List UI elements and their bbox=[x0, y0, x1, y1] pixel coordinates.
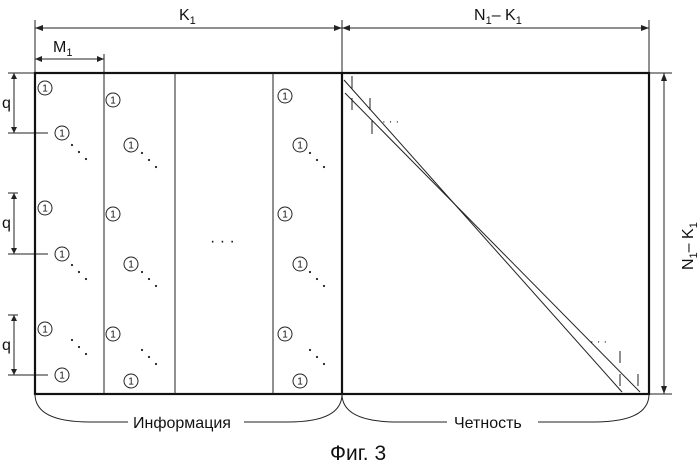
dimension-m1: M1 bbox=[35, 39, 104, 72]
bottom-braces: Информация Четность bbox=[35, 394, 649, 432]
svg-text:1: 1 bbox=[110, 330, 116, 341]
diagonal-dots: · · · bbox=[382, 116, 399, 128]
svg-text:1: 1 bbox=[59, 250, 65, 261]
svg-text:1: 1 bbox=[297, 260, 303, 271]
trail-dot bbox=[78, 271, 80, 273]
circled-one: 1 bbox=[293, 374, 307, 388]
circled-one: 1 bbox=[106, 93, 120, 107]
circled-one: 1 bbox=[124, 138, 138, 152]
svg-text:1: 1 bbox=[42, 325, 48, 336]
trail-dot bbox=[309, 152, 311, 154]
svg-text:1: 1 bbox=[42, 204, 48, 215]
q-label: q bbox=[2, 215, 11, 232]
circled-one: 1 bbox=[293, 257, 307, 271]
trail-dot bbox=[316, 159, 318, 161]
trail-dot bbox=[85, 278, 87, 280]
svg-text:1: 1 bbox=[59, 129, 65, 140]
dimension-n1-minus-k1: N1– K1 bbox=[342, 7, 649, 72]
svg-text:1: 1 bbox=[110, 96, 116, 107]
trail-dot bbox=[85, 158, 87, 160]
trail-dot bbox=[155, 363, 157, 365]
diagonal-dots: · · · bbox=[590, 336, 607, 348]
q-label: q bbox=[2, 337, 11, 354]
circled-one: 1 bbox=[278, 327, 292, 341]
q-label: q bbox=[2, 95, 11, 112]
vertical-n1-minus-k1-label: N1– K1 bbox=[680, 222, 699, 270]
trail-dot bbox=[71, 339, 73, 341]
trail-dot bbox=[148, 159, 150, 161]
trail-dot bbox=[141, 152, 143, 154]
trail-dot bbox=[71, 144, 73, 146]
circled-one: 1 bbox=[278, 207, 292, 221]
trail-dot bbox=[148, 278, 150, 280]
svg-text:1: 1 bbox=[282, 330, 288, 341]
m1-label: M1 bbox=[53, 39, 72, 59]
trail-dot bbox=[78, 346, 80, 348]
parity-label: Четность bbox=[454, 415, 522, 432]
trail-dot bbox=[141, 349, 143, 351]
trail-dot bbox=[309, 349, 311, 351]
svg-text:1: 1 bbox=[128, 141, 134, 152]
circled-one: 1 bbox=[124, 374, 138, 388]
trail-dot bbox=[316, 278, 318, 280]
circled-one: 1 bbox=[38, 81, 52, 95]
circled-one: 1 bbox=[38, 322, 52, 336]
figure-caption: Фиг. 3 bbox=[330, 442, 386, 464]
dimension-k1: K1 bbox=[35, 7, 342, 72]
k1-label: K1 bbox=[179, 7, 196, 27]
circled-one: 1 bbox=[55, 247, 69, 261]
circled-one: 1 bbox=[278, 89, 292, 103]
trail-dot bbox=[148, 356, 150, 358]
trail-dot bbox=[141, 271, 143, 273]
svg-text:1: 1 bbox=[128, 260, 134, 271]
circled-one: 1 bbox=[106, 207, 120, 221]
circled-one: 1 bbox=[38, 201, 52, 215]
svg-text:1: 1 bbox=[128, 377, 134, 388]
trail-dot bbox=[155, 285, 157, 287]
trail-dot bbox=[323, 285, 325, 287]
matrix-frame bbox=[35, 73, 649, 394]
trail-dot bbox=[309, 271, 311, 273]
svg-text:1: 1 bbox=[42, 84, 48, 95]
svg-text:1: 1 bbox=[282, 92, 288, 103]
circled-one: 1 bbox=[124, 257, 138, 271]
svg-text:1: 1 bbox=[110, 210, 116, 221]
information-label: Информация bbox=[133, 415, 231, 432]
circled-one: 1 bbox=[55, 368, 69, 382]
svg-text:1: 1 bbox=[59, 371, 65, 382]
trail-dot bbox=[85, 353, 87, 355]
trail-dot bbox=[155, 166, 157, 168]
circled-one: 1 bbox=[293, 138, 307, 152]
trail-dot bbox=[323, 166, 325, 168]
n1-minus-k1-label: N1– K1 bbox=[474, 7, 522, 27]
middle-dots: · · · bbox=[210, 233, 235, 250]
svg-text:1: 1 bbox=[282, 210, 288, 221]
circled-one: 1 bbox=[106, 327, 120, 341]
svg-text:1: 1 bbox=[297, 141, 303, 152]
svg-text:1: 1 bbox=[297, 377, 303, 388]
trail-dot bbox=[323, 363, 325, 365]
trail-dot bbox=[71, 264, 73, 266]
circled-ones: 1 1 1 1 1 1 1 1 1 1 1 1 1 1 1 1 1 1 bbox=[38, 81, 325, 388]
parity-diagonal: · · · · · · bbox=[344, 76, 640, 392]
circled-one: 1 bbox=[55, 126, 69, 140]
trail-dot bbox=[316, 356, 318, 358]
dimension-vertical-n1-minus-k1: N1– K1 bbox=[649, 73, 699, 394]
q-dimensions: q q q bbox=[2, 73, 48, 375]
trail-dot bbox=[78, 151, 80, 153]
